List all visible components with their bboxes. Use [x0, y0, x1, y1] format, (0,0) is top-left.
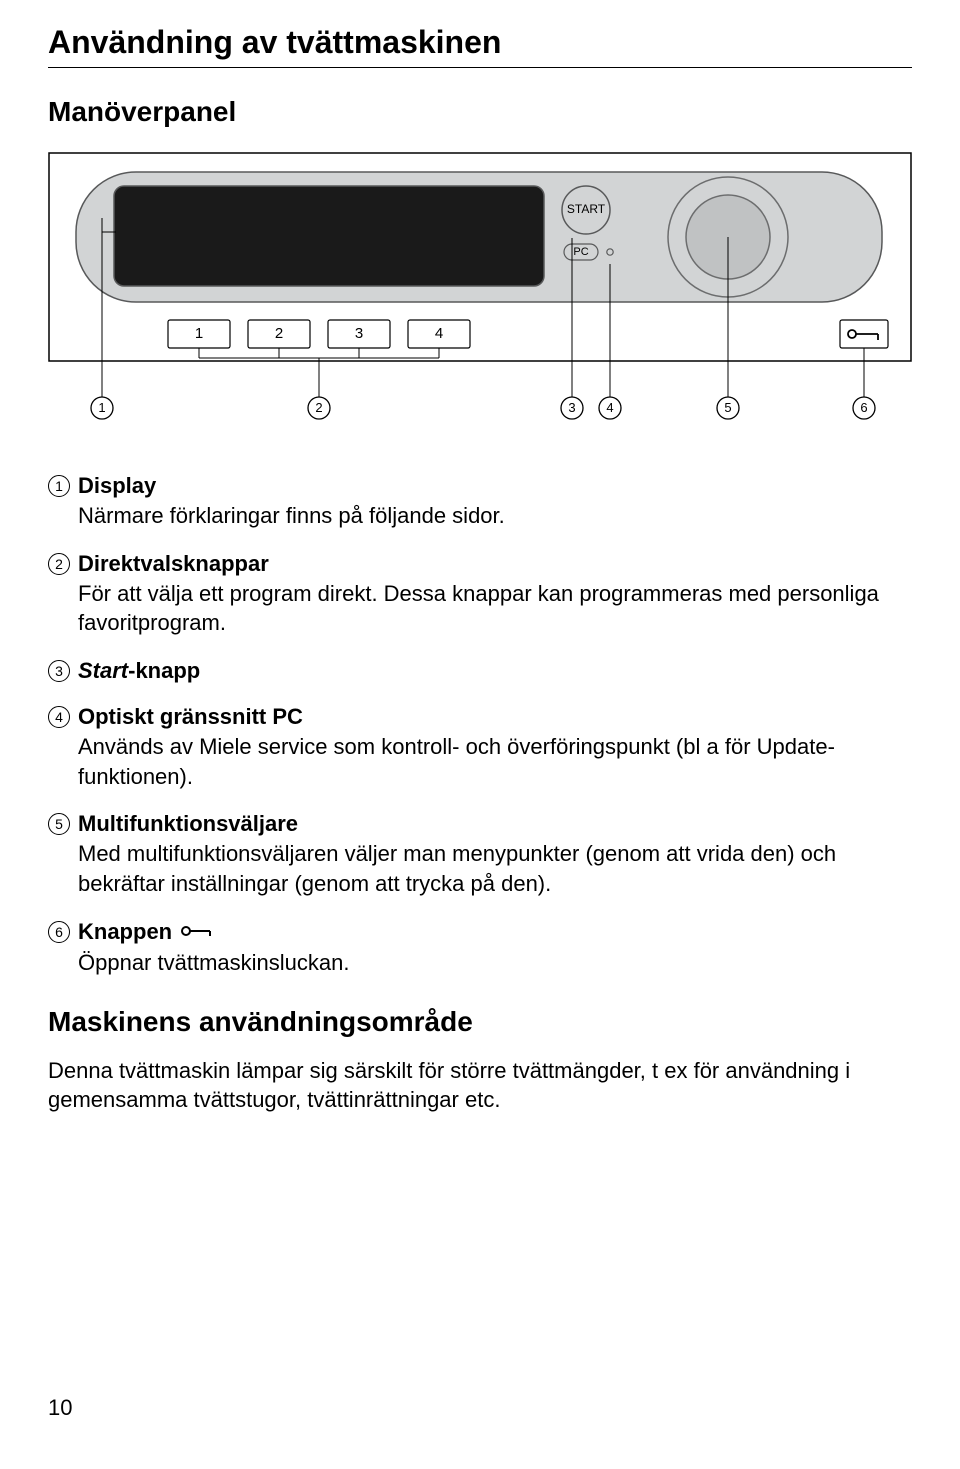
legend-body-4: Används av Miele service som kontroll- o… [78, 732, 912, 791]
legend-item-6: 6 Knappen Öppnar tvättmaskinsluckan. [48, 919, 912, 978]
legend-body-1: Närmare förklaringar finns på följande s… [78, 501, 912, 531]
legend-title-3-italic: Start [78, 658, 128, 683]
section2-title: Maskinens användningsområde [48, 1006, 912, 1038]
svg-text:2: 2 [315, 400, 322, 415]
svg-text:4: 4 [606, 400, 613, 415]
legend-body-6: Öppnar tvättmaskinsluckan. [78, 948, 912, 978]
legend-title-6-text: Knappen [78, 919, 172, 944]
panel-svg: START PC 1 2 3 4 1 2 3 4 5 6 [48, 152, 912, 432]
title-rule [48, 67, 912, 68]
svg-text:3: 3 [355, 325, 363, 342]
legend-num-6: 6 [48, 921, 70, 943]
legend-title-4: Optiskt gränssnitt PC [78, 704, 303, 730]
svg-text:3: 3 [568, 400, 575, 415]
legend-title-3: Start-knapp [78, 658, 200, 684]
legend-item-4: 4 Optiskt gränssnitt PC Används av Miele… [48, 704, 912, 791]
legend-num-2: 2 [48, 553, 70, 575]
control-panel-diagram: START PC 1 2 3 4 1 2 3 4 5 6 [48, 152, 912, 437]
legend-num-3: 3 [48, 660, 70, 682]
svg-text:1: 1 [98, 400, 105, 415]
key-icon [180, 920, 216, 946]
subtitle: Manöverpanel [48, 96, 912, 128]
legend-item-3: 3 Start-knapp [48, 658, 912, 684]
svg-text:START: START [567, 202, 606, 216]
svg-text:2: 2 [275, 325, 283, 342]
legend-title-5: Multifunktionsväljare [78, 811, 298, 837]
page-title: Användning av tvättmaskinen [48, 24, 912, 61]
legend-title-1: Display [78, 473, 156, 499]
legend-item-5: 5 Multifunktionsväljare Med multifunktio… [48, 811, 912, 898]
svg-text:6: 6 [860, 400, 867, 415]
svg-text:PC: PC [573, 246, 588, 258]
legend-num-5: 5 [48, 813, 70, 835]
legend-title-6: Knappen [78, 919, 218, 946]
page-number: 10 [48, 1395, 912, 1421]
legend-title-2: Direktvalsknappar [78, 551, 269, 577]
legend-num-1: 1 [48, 475, 70, 497]
legend-body-5: Med multifunktionsväljaren väljer man me… [78, 839, 912, 898]
svg-text:4: 4 [435, 325, 443, 342]
legend-title-3-rest: -knapp [128, 658, 200, 683]
svg-text:1: 1 [195, 325, 203, 342]
svg-text:5: 5 [724, 400, 731, 415]
legend-list: 1 Display Närmare förklaringar finns på … [48, 473, 912, 978]
section2-para: Denna tvättmaskin lämpar sig särskilt fö… [48, 1056, 912, 1115]
legend-item-1: 1 Display Närmare förklaringar finns på … [48, 473, 912, 531]
legend-num-4: 4 [48, 706, 70, 728]
legend-body-2: För att välja ett program direkt. Dessa … [78, 579, 912, 638]
legend-item-2: 2 Direktvalsknappar För att välja ett pr… [48, 551, 912, 638]
